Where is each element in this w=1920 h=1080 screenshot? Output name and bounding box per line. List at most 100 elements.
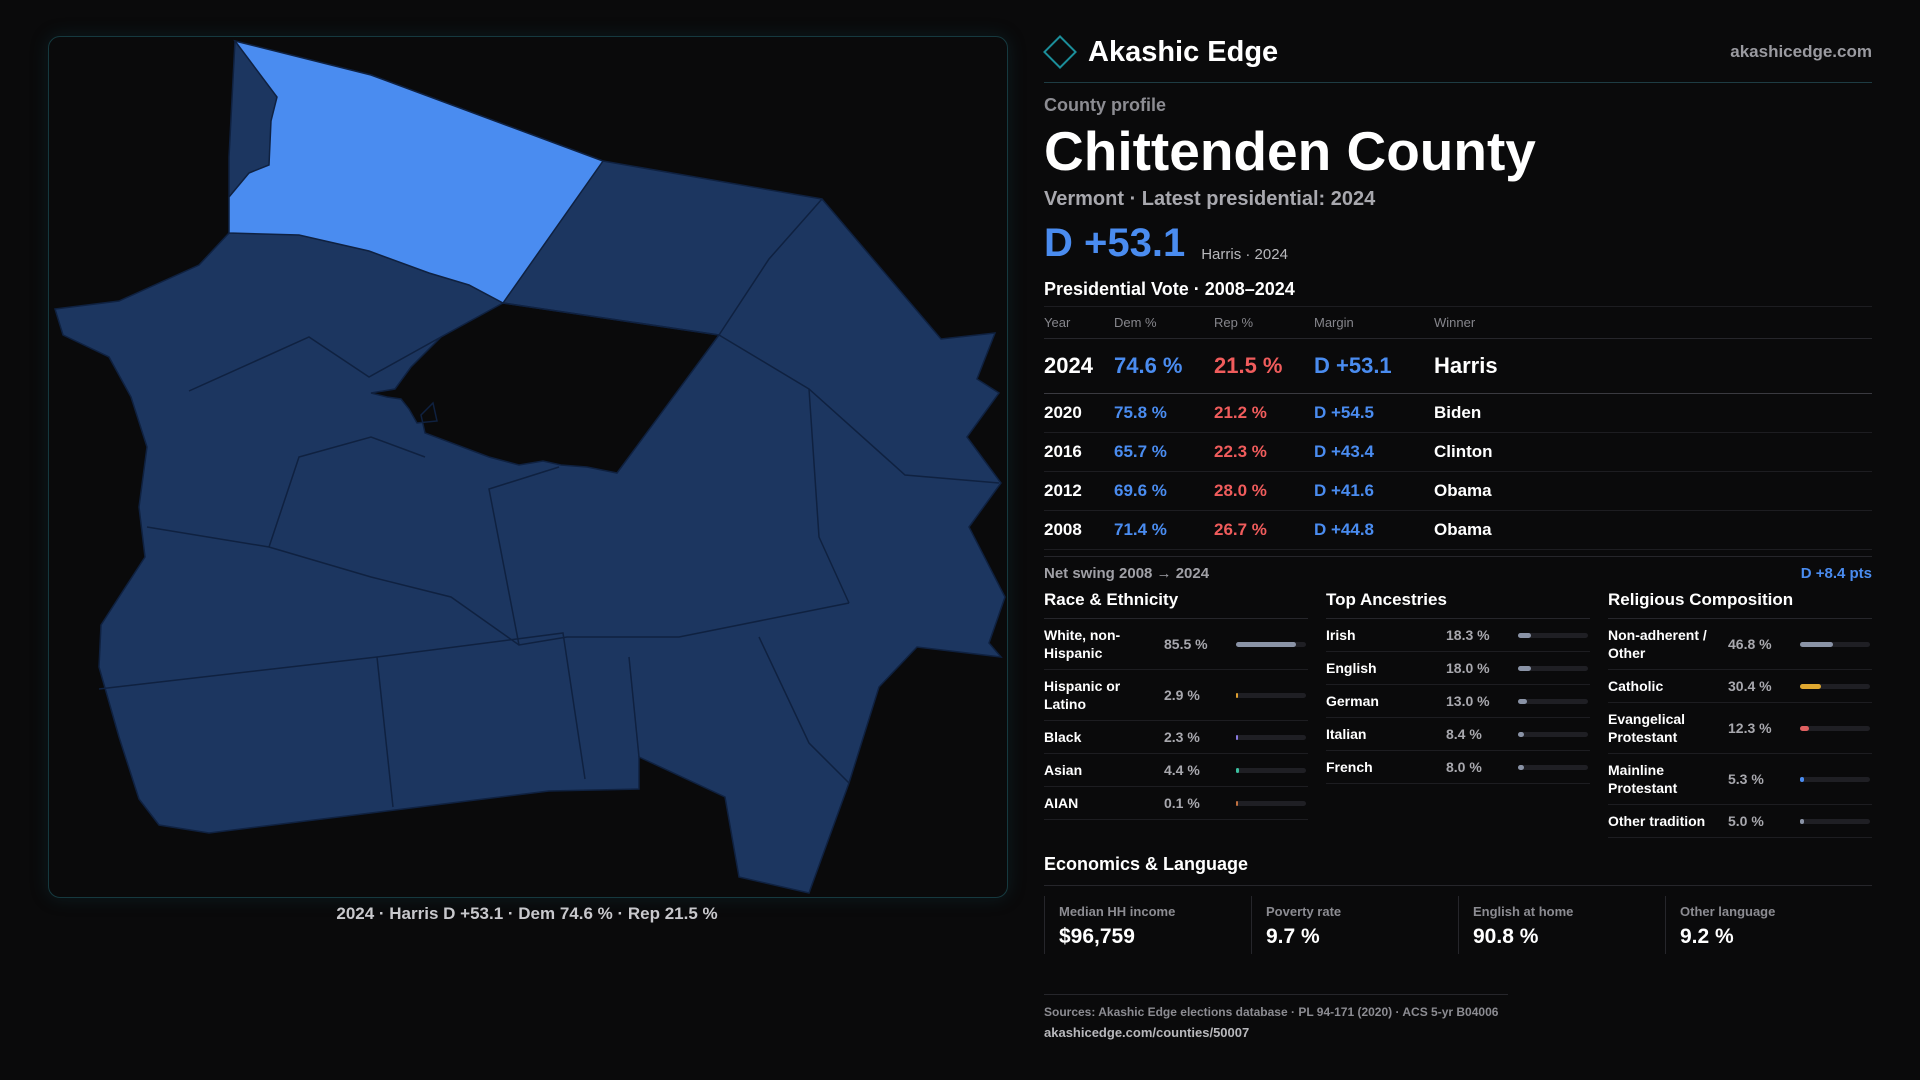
stat-label: English at home (1473, 904, 1574, 919)
table-row: 2024 74.6 % 21.5 % D +53.1 Harris (1044, 338, 1872, 394)
vote-section-title: Presidential Vote · 2008–2024 (1044, 279, 1295, 299)
race-label: Hispanic or Latino (1044, 678, 1121, 712)
religion-label: Evangelical Protestant (1608, 711, 1686, 745)
race-bar-track (1236, 800, 1306, 806)
headline-margin: D +53.1 Harris · 2024 (1044, 221, 1872, 265)
race-title: Race & Ethnicity (1044, 590, 1308, 619)
cell-year: 2012 (1044, 471, 1114, 511)
ancestry-label: French (1326, 759, 1373, 775)
religion-percent: 5.0 % (1728, 813, 1764, 829)
presidential-vote-table: Year Dem % Rep % Margin Winner 2024 74.6… (1044, 306, 1872, 550)
religion-label: Other tradition (1608, 813, 1706, 829)
cell-dem: 65.7 % (1114, 432, 1214, 472)
ancestry-bar-track (1518, 632, 1588, 638)
map-town-highlight[interactable] (228, 39, 605, 304)
cell-rep: 26.7 % (1214, 510, 1314, 550)
cell-year: 2016 (1044, 432, 1114, 472)
stat-cell: Median HH income $96,759 (1044, 896, 1251, 954)
religion-percent: 46.8 % (1728, 636, 1772, 652)
race-row: Asian 4.4 % (1044, 754, 1308, 787)
ancestry-percent: 13.0 % (1446, 693, 1490, 709)
religion-percent: 12.3 % (1728, 720, 1772, 736)
stat-label: Median HH income (1059, 904, 1176, 919)
table-header-row: Year Dem % Rep % Margin Winner (1044, 306, 1872, 339)
race-label: White, non-Hispanic (1044, 627, 1121, 661)
cell-margin: D +41.6 (1314, 471, 1434, 511)
religion-bar-fill (1800, 818, 1804, 824)
religion-label: Mainline Protestant (1608, 762, 1678, 796)
ancestry-bar-fill (1518, 632, 1531, 638)
stat-cell: Poverty rate 9.7 % (1251, 896, 1458, 954)
ancestry-column: Top Ancestries Irish 18.3 % English 18.0 % G… (1326, 590, 1590, 838)
cell-winner: Obama (1434, 471, 1872, 511)
race-label: AIAN (1044, 795, 1079, 811)
race-bar-track (1236, 734, 1306, 740)
header-winner: Winner (1434, 306, 1872, 339)
stat-value: 9.2 % (1680, 925, 1734, 948)
religion-bar-track (1800, 725, 1870, 731)
stat-label: Other language (1680, 904, 1776, 919)
religion-bar-fill (1800, 683, 1822, 689)
stat-value: 9.7 % (1266, 925, 1320, 948)
ancestry-bar-fill (1518, 731, 1524, 737)
cell-margin: D +53.1 (1314, 338, 1434, 394)
ancestry-label: English (1326, 660, 1377, 676)
map-town-base[interactable] (54, 40, 1006, 894)
cell-winner: Biden (1434, 393, 1872, 433)
stat-value: 90.8 % (1473, 925, 1539, 948)
ancestry-label: German (1326, 693, 1379, 709)
religion-row: Catholic 30.4 % (1608, 670, 1872, 703)
religion-bar-fill (1800, 725, 1809, 731)
stat-cell: English at home 90.8 % (1458, 896, 1665, 954)
race-label: Black (1044, 729, 1082, 745)
religion-title: Religious Composition (1608, 590, 1872, 619)
map-excluded-area (370, 302, 721, 474)
religion-percent: 5.3 % (1728, 771, 1764, 787)
table-row: 2012 69.6 % 28.0 % D +41.6 Obama (1044, 471, 1872, 511)
religion-label: Non-adherent / Other (1608, 627, 1707, 661)
cell-year: 2008 (1044, 510, 1114, 550)
religion-bar-fill (1800, 641, 1833, 647)
religion-label: Catholic (1608, 678, 1664, 694)
race-row: Hispanic or Latino 2.9 % (1044, 670, 1308, 721)
cell-margin: D +43.4 (1314, 432, 1434, 472)
race-percent: 2.3 % (1164, 729, 1200, 745)
ancestry-percent: 8.4 % (1446, 726, 1482, 742)
religion-row: Other tradition 5.0 % (1608, 805, 1872, 838)
cell-rep: 28.0 % (1214, 471, 1314, 511)
ancestry-label: Irish (1326, 627, 1356, 643)
county-subtitle: Vermont · Latest presidential: 2024 (1044, 188, 1376, 210)
table-row: 2008 71.4 % 26.7 % D +44.8 Obama (1044, 510, 1872, 550)
cell-dem: 69.6 % (1114, 471, 1214, 511)
religion-bar-track (1800, 818, 1870, 824)
economics-stats: Median HH income $96,759 Poverty rate 9.… (1044, 896, 1872, 954)
ancestry-bar-track (1518, 698, 1588, 704)
brand-site-link[interactable]: akashicedge.com (1730, 42, 1872, 61)
ancestry-bar-track (1518, 731, 1588, 737)
ancestry-bar-fill (1518, 665, 1531, 671)
race-bar-track (1236, 767, 1306, 773)
county-map-svg (54, 39, 1006, 894)
map-caption: 2024 · Harris D +53.1 · Dem 74.6 % · Rep… (336, 904, 718, 923)
stat-label: Poverty rate (1266, 904, 1342, 919)
race-bar-fill (1236, 734, 1239, 740)
county-url-link[interactable]: akashicedge.com/counties/50007 (1044, 1025, 1250, 1040)
cell-dem: 74.6 % (1114, 338, 1214, 394)
margin-note: Harris · 2024 (1201, 246, 1288, 263)
cell-year: 2024 (1044, 338, 1114, 394)
race-label: Asian (1044, 762, 1083, 778)
county-map[interactable] (48, 36, 1008, 898)
religion-row: Non-adherent / Other 46.8 % (1608, 619, 1872, 670)
brand-name: Akashic Edge (1088, 35, 1279, 68)
religion-bar-track (1800, 641, 1870, 647)
cell-margin: D +54.5 (1314, 393, 1434, 433)
diamond-logo-icon (1043, 35, 1077, 69)
ancestry-row: English 18.0 % (1326, 652, 1590, 685)
net-swing: Net swing 2008 → 2024 D +8.4 pts (1044, 556, 1872, 582)
race-bar-fill (1236, 641, 1296, 647)
race-percent: 4.4 % (1164, 762, 1200, 778)
race-row: AIAN 0.1 % (1044, 787, 1308, 820)
cell-rep: 22.3 % (1214, 432, 1314, 472)
race-bar-track (1236, 692, 1306, 698)
ancestry-label: Italian (1326, 726, 1367, 742)
